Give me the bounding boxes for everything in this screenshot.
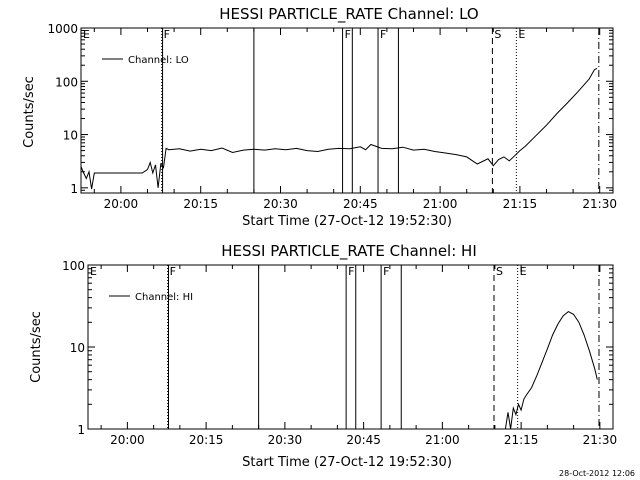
hi-x-axis-label: Start Time (27-Oct-12 19:52:30): [242, 455, 452, 470]
event-label: E: [520, 265, 527, 278]
legend-label: Channel: LO: [128, 55, 189, 66]
y-tick-label: 10: [70, 341, 85, 355]
event-label: S: [494, 28, 501, 41]
x-tick-label: 20:00: [110, 433, 145, 447]
event-label: E: [90, 265, 97, 278]
y-tick-label: 1: [77, 423, 85, 437]
hi-channel-panel: HESSI PARTICLE_RATE Channel: HI Start Ti…: [29, 242, 617, 470]
event-label: F: [383, 265, 389, 278]
event-label: E: [518, 28, 525, 41]
x-tick-label: 20:00: [104, 197, 139, 211]
hi-y-axis-label: Counts/sec: [29, 311, 44, 383]
x-tick-label: 20:45: [343, 197, 378, 211]
x-tick-label: 20:15: [183, 197, 218, 211]
x-tick-label: 21:00: [423, 197, 458, 211]
x-tick-label: 20:45: [346, 433, 381, 447]
event-label: F: [164, 28, 170, 41]
x-tick-label: 21:15: [504, 433, 539, 447]
event-label: E: [83, 28, 90, 41]
x-tick-label: 20:30: [268, 433, 303, 447]
series-line: [504, 311, 598, 430]
y-tick-label: 100: [62, 259, 85, 273]
series-line: [80, 67, 598, 190]
x-tick-label: 20:30: [263, 197, 298, 211]
y-tick-label: 1000: [47, 22, 78, 36]
x-tick-label: 20:15: [189, 433, 224, 447]
legend-label: Channel: HI: [135, 292, 193, 303]
lo-channel-panel: HESSI PARTICLE_RATE Channel: LO Start Ti…: [22, 5, 617, 229]
y-tick-label: 100: [55, 75, 78, 89]
lo-chart-title: HESSI PARTICLE_RATE Channel: LO: [219, 5, 478, 24]
lo-y-axis-label: Counts/sec: [22, 76, 37, 148]
x-tick-label: 21:30: [582, 197, 617, 211]
hi-chart-title: HESSI PARTICLE_RATE Channel: HI: [221, 242, 477, 261]
y-tick-label: 1: [70, 182, 78, 196]
x-tick-label: 21:00: [425, 433, 460, 447]
event-label: S: [496, 265, 503, 278]
x-tick-label: 21:15: [503, 197, 538, 211]
timestamp-stamp: 28-Oct-2012 12:06: [559, 469, 635, 478]
x-tick-label: 21:30: [583, 433, 618, 447]
lo-x-axis-label: Start Time (27-Oct-12 19:52:30): [242, 214, 452, 229]
event-label: F: [170, 265, 176, 278]
event-label: F: [345, 28, 351, 41]
event-label: F: [348, 265, 354, 278]
event-label: F: [380, 28, 386, 41]
y-tick-label: 10: [63, 129, 78, 143]
plot-frame: [87, 264, 614, 430]
